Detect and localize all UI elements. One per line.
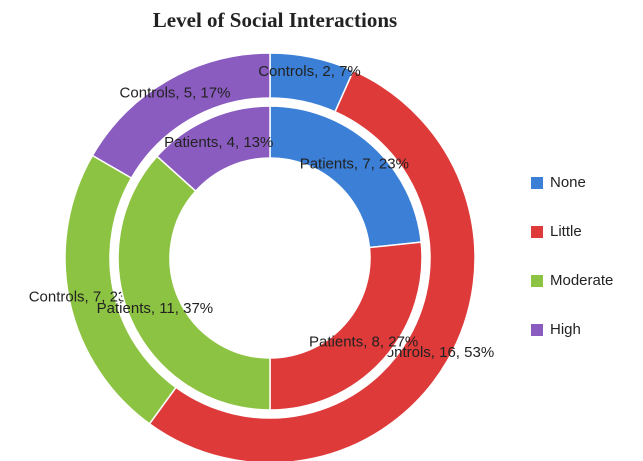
data-label: Patients, 4, 13% [164,134,273,151]
donut-segment [148,69,476,461]
donut-segment [91,52,271,180]
data-label: Controls, 16, 53% [375,344,494,361]
donut-segment [117,155,271,411]
data-label: Patients, 7, 23% [300,155,409,172]
data-label: Patients, 11, 37% [97,300,213,317]
legend-swatch [531,226,543,238]
donut-segment [155,105,271,193]
legend-swatch [531,324,543,336]
data-label: Controls, 5, 17% [120,84,231,101]
legend-label: Little [550,223,582,240]
legend-label: Moderate [550,272,613,289]
legend-label: None [550,174,586,191]
data-label: Controls, 7, 23% [29,288,140,305]
legend-swatch [531,177,543,189]
data-label: Controls, 2, 7% [258,63,361,80]
legend-label: High [550,321,581,338]
legend-swatch [531,275,543,287]
chart-title: Level of Social Interactions [153,8,397,32]
data-label: Patients, 8, 27% [309,333,418,350]
